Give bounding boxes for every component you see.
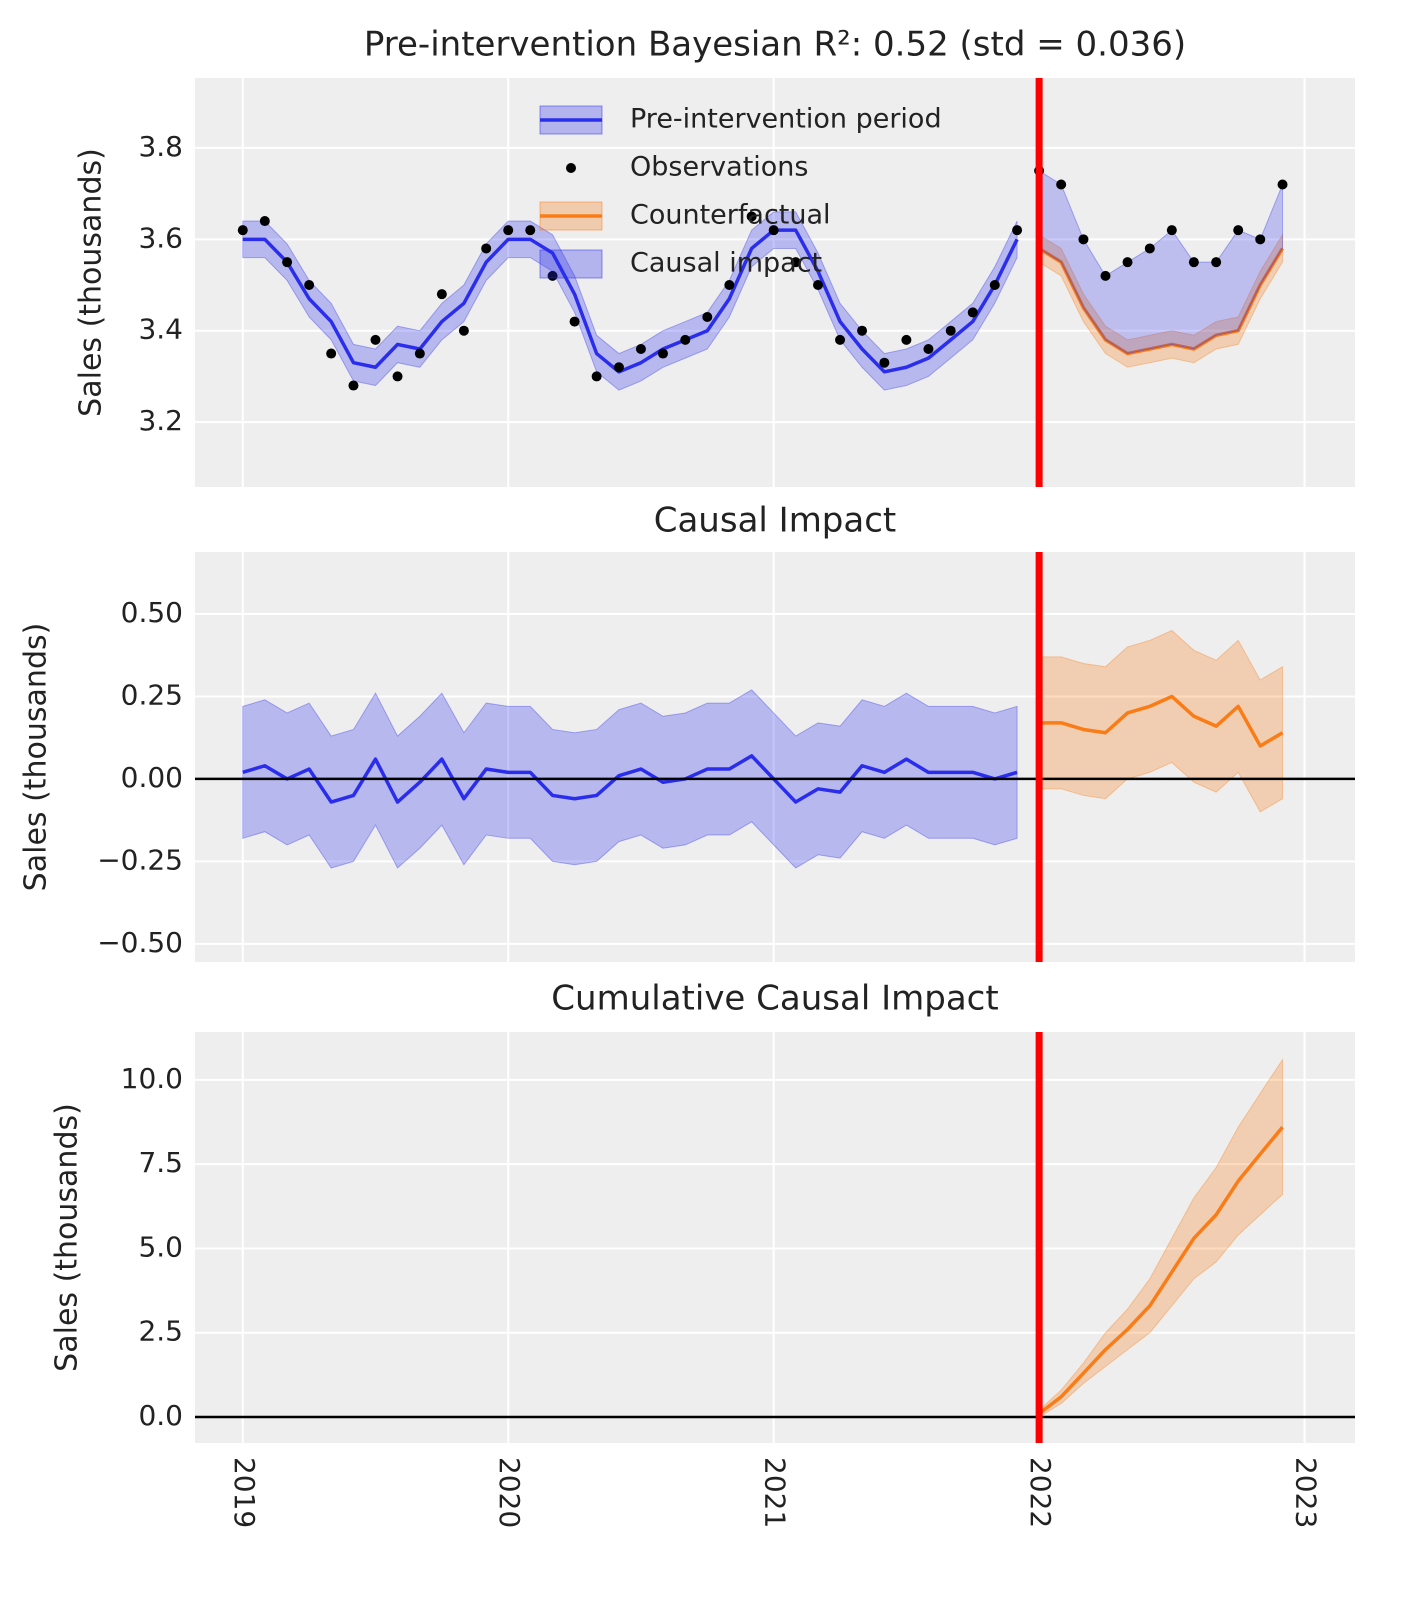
observation	[392, 371, 403, 382]
x-tick-label: 2021	[759, 1457, 792, 1528]
observation	[414, 348, 425, 359]
confidence-band	[1038, 629, 1284, 813]
observation	[702, 312, 713, 323]
observation	[923, 343, 934, 354]
plot-area	[195, 1032, 1355, 1443]
observation	[879, 357, 890, 368]
observation	[768, 225, 779, 236]
observation	[282, 257, 293, 268]
x-tick-label: 2023	[1290, 1457, 1323, 1528]
observation	[967, 307, 978, 318]
observation	[237, 225, 248, 236]
observation	[1277, 179, 1288, 190]
y-tick-label: 0.25	[121, 678, 183, 711]
observation	[901, 334, 912, 345]
observation	[1211, 257, 1222, 268]
observation	[348, 380, 359, 391]
y-tick-label: 10.0	[121, 1062, 183, 1095]
observation	[790, 257, 801, 268]
observation	[591, 371, 602, 382]
y-tick-label: 5.0	[138, 1230, 183, 1263]
observation	[1122, 257, 1133, 268]
observation	[1056, 179, 1067, 190]
legend-label: Causal impact	[630, 248, 822, 279]
observation	[481, 243, 492, 254]
y-axis-label: Sales (thousands)	[74, 148, 109, 417]
observation	[370, 334, 381, 345]
y-tick-label: −0.50	[97, 926, 183, 959]
y-tick-label: 0.50	[121, 596, 183, 629]
legend-label: Observations	[630, 152, 808, 183]
line	[242, 754, 1018, 804]
x-tick-label: 2020	[493, 1457, 526, 1528]
legend-swatch	[539, 249, 603, 279]
observation	[1233, 225, 1244, 236]
observation	[635, 343, 646, 354]
observation	[813, 280, 824, 291]
y-tick-label: 0.0	[138, 1399, 183, 1432]
y-tick-label: −0.25	[97, 843, 183, 876]
y-tick-label: 2.5	[138, 1315, 183, 1348]
plot-layer	[1038, 1057, 1284, 1418]
observation	[680, 334, 691, 345]
plot-area	[195, 552, 1355, 962]
y-axis-label: Sales (thousands)	[19, 623, 54, 892]
observation	[436, 289, 447, 300]
plot-layer	[237, 165, 1288, 391]
legend-label: Counterfactual	[630, 200, 831, 231]
x-tick-label: 2022	[1024, 1457, 1057, 1528]
observation	[259, 216, 270, 227]
observation	[1144, 243, 1155, 254]
line	[242, 228, 1019, 374]
chart-title: Causal Impact	[654, 501, 897, 541]
observation	[657, 348, 668, 359]
y-tick-label: 0.00	[121, 761, 183, 794]
plot-area	[195, 78, 1355, 487]
y-axis-label: Sales (thousands)	[50, 1103, 85, 1372]
observation	[1012, 225, 1023, 236]
y-tick-label: 3.2	[138, 404, 183, 437]
observation	[857, 325, 868, 336]
observation	[326, 348, 337, 359]
confidence-band	[1038, 1057, 1284, 1418]
y-tick-label: 3.6	[138, 221, 183, 254]
line	[1039, 694, 1284, 748]
observation	[945, 325, 956, 336]
legend-marker	[566, 163, 576, 173]
observation	[613, 362, 624, 373]
chart-title: Cumulative Causal Impact	[551, 979, 998, 1019]
observation	[835, 334, 846, 345]
observation	[989, 280, 1000, 291]
observation	[304, 280, 315, 291]
observation	[1166, 225, 1177, 236]
observation	[746, 211, 757, 222]
observation	[503, 225, 514, 236]
observation	[1255, 234, 1266, 245]
y-tick-label: 7.5	[138, 1146, 183, 1179]
y-tick-label: 3.8	[138, 130, 183, 163]
line	[1038, 246, 1285, 356]
y-tick-label: 3.4	[138, 313, 183, 346]
observation	[525, 225, 536, 236]
x-tick-label: 2019	[228, 1457, 261, 1528]
observation	[1100, 270, 1111, 281]
observation	[724, 280, 735, 291]
observation	[569, 316, 580, 327]
line	[1038, 1125, 1284, 1416]
observation	[1078, 234, 1089, 245]
observation	[1188, 257, 1199, 268]
observation	[458, 325, 469, 336]
legend-label: Pre-intervention period	[630, 104, 942, 135]
confidence-band	[242, 211, 1018, 391]
chart-title: Pre-intervention Bayesian R²: 0.52 (std …	[364, 25, 1186, 65]
